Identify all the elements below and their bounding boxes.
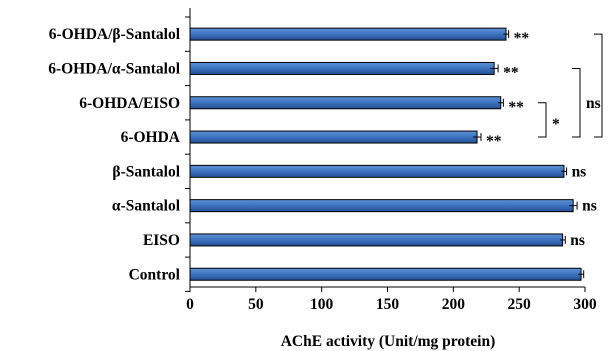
x-tick-label: 200 xyxy=(442,296,466,313)
bar xyxy=(189,233,564,247)
category-label: β-Santalol xyxy=(112,163,180,180)
significance-label: ** xyxy=(508,99,524,116)
x-axis-title: AChE activity (Unit/mg protein) xyxy=(281,333,496,350)
bar xyxy=(189,61,495,75)
comparison-bracket xyxy=(572,67,581,138)
significance-label: ** xyxy=(514,30,530,47)
category-label: 6-OHDA/α-Santalol xyxy=(48,60,180,77)
category-label: 6-OHDA/β-Santalol xyxy=(49,26,181,43)
comparison-bracket xyxy=(538,102,547,138)
category-label: α-Santalol xyxy=(112,198,181,215)
significance-label: ** xyxy=(503,64,519,81)
significance-label: ns xyxy=(582,198,597,215)
significance-label: ** xyxy=(486,133,502,150)
bar xyxy=(189,130,478,144)
bar xyxy=(189,96,502,110)
significance-annotations: ** ** ** ** ns ns ns * ns xyxy=(486,30,603,249)
bar xyxy=(189,164,565,178)
x-tick-label: 150 xyxy=(376,296,400,313)
comparison-bracket xyxy=(594,33,603,138)
category-label: Control xyxy=(129,266,181,283)
x-tick-label: 100 xyxy=(310,296,334,313)
bar xyxy=(189,27,507,41)
bracket-label: ns xyxy=(586,95,601,112)
significance-label: ns xyxy=(572,163,587,180)
bar xyxy=(189,199,574,213)
category-labels: 6-OHDA/β-Santalol 6-OHDA/α-Santalol 6-OHDA… xyxy=(48,26,181,283)
category-label: 6-OHDA/EISO xyxy=(79,95,180,112)
bracket-label: * xyxy=(552,116,560,133)
significance-label: ns xyxy=(570,232,585,249)
x-tick-label: 250 xyxy=(508,296,532,313)
bar xyxy=(189,267,582,281)
category-label: 6-OHDA xyxy=(121,129,181,146)
x-tick-label: 50 xyxy=(248,296,264,313)
x-axis: 0 50 100 150 200 250 300 xyxy=(185,8,597,313)
bars-layer xyxy=(189,27,585,281)
x-tick-label: 0 xyxy=(186,296,194,313)
category-label: EISO xyxy=(143,232,180,249)
x-tick-label: 300 xyxy=(573,296,597,313)
